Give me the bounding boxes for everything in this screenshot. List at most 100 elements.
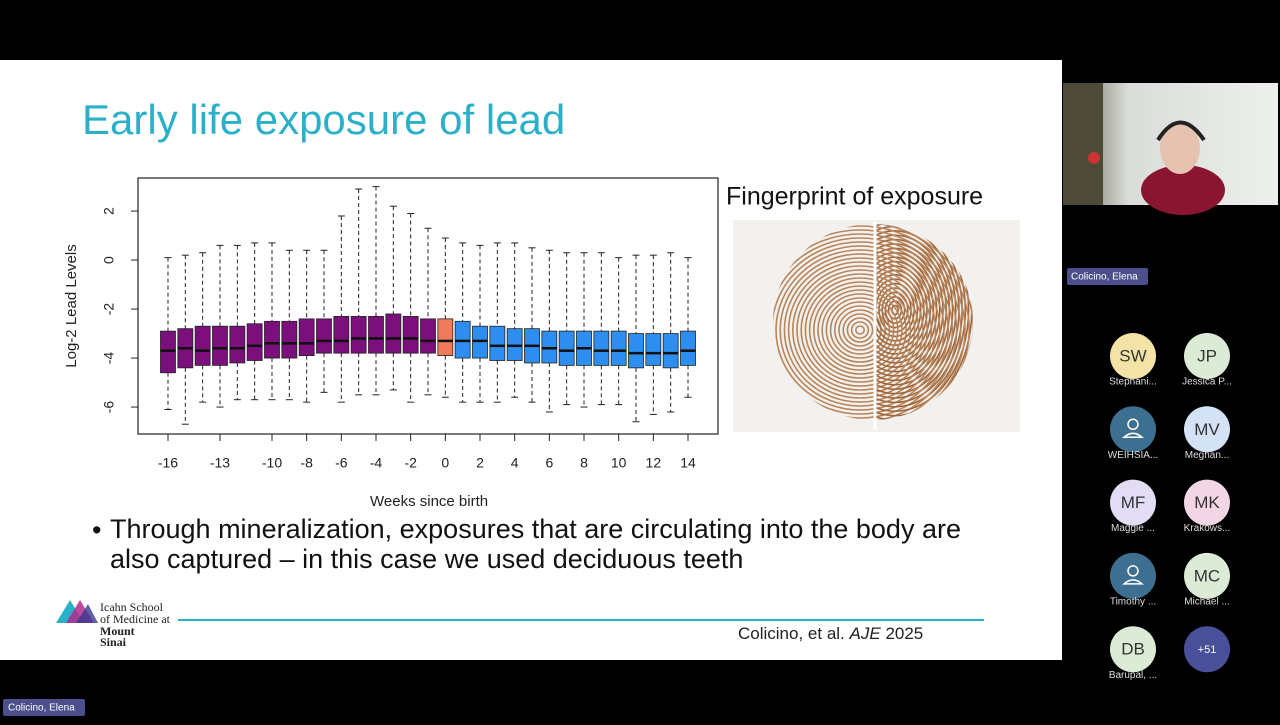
box bbox=[385, 313, 402, 354]
avatar[interactable] bbox=[1184, 406, 1230, 453]
x-tick-label: -10 bbox=[262, 455, 282, 471]
tree-ring bbox=[838, 309, 882, 351]
participant-name: WEIHSIA... bbox=[1108, 450, 1159, 461]
x-tick-label: -13 bbox=[210, 455, 230, 471]
x-tick-label: -8 bbox=[300, 455, 313, 471]
tree-ring bbox=[846, 317, 874, 343]
tree-ring bbox=[791, 265, 928, 395]
participant-name: Barupal, ... bbox=[1109, 670, 1157, 681]
box bbox=[194, 325, 211, 366]
y-tick-label: -2 bbox=[101, 303, 117, 316]
citation: Colicino, et al. AJE 2025 bbox=[738, 624, 923, 643]
x-tick-label: 14 bbox=[680, 455, 696, 471]
box bbox=[662, 333, 679, 369]
box bbox=[420, 318, 436, 354]
tree-ring bbox=[773, 245, 949, 415]
tree-ring bbox=[783, 257, 937, 403]
box bbox=[680, 330, 696, 366]
x-tick-label: -2 bbox=[404, 455, 417, 471]
box bbox=[628, 333, 644, 369]
logo-line: of Medicine at bbox=[100, 612, 171, 626]
avatar-initials: MC bbox=[1194, 566, 1220, 585]
box bbox=[402, 316, 419, 354]
y-axis-label: Log-2 Lead Levels bbox=[63, 244, 80, 367]
presenter-label-bg bbox=[3, 699, 85, 716]
logo-line: Icahn School bbox=[100, 600, 164, 614]
slide-title: Early life exposure of lead bbox=[82, 96, 565, 143]
x-tick-label: 12 bbox=[646, 455, 662, 471]
x-tick-label: 4 bbox=[511, 455, 519, 471]
tree-ring bbox=[833, 305, 886, 355]
box bbox=[558, 330, 575, 366]
y-tick-label: -4 bbox=[101, 352, 117, 365]
x-axis-label: Weeks since birth bbox=[370, 493, 488, 510]
box bbox=[298, 318, 315, 357]
avatar-icon-head bbox=[1127, 418, 1139, 431]
box bbox=[437, 318, 454, 357]
avatar[interactable] bbox=[1110, 626, 1156, 673]
tree-ring bbox=[800, 273, 920, 387]
bullet-box: Through mineralization, exposures that a… bbox=[110, 514, 961, 574]
citation-year: 2025 bbox=[885, 624, 923, 643]
avatar[interactable] bbox=[1184, 333, 1230, 379]
fingerprint bbox=[773, 224, 973, 420]
box bbox=[246, 323, 263, 361]
participant-name: Krakows... bbox=[1184, 523, 1231, 534]
avatar-icon-body bbox=[1122, 432, 1144, 439]
speaker-video bbox=[1063, 83, 1278, 215]
box bbox=[333, 316, 350, 354]
avatar[interactable] bbox=[1184, 479, 1230, 526]
tree-ring bbox=[821, 293, 899, 367]
avatar-initials: JP bbox=[1197, 346, 1217, 365]
tree-ring bbox=[787, 261, 933, 399]
tree-ring bbox=[773, 237, 958, 420]
tree-ring bbox=[808, 281, 912, 379]
participant-name: Stephani... bbox=[1109, 377, 1157, 388]
box bbox=[610, 330, 627, 366]
tree-ring bbox=[773, 233, 962, 420]
box bbox=[350, 316, 367, 354]
participant-name: Michael ... bbox=[1184, 597, 1230, 608]
participant-name: Maggie ... bbox=[1111, 523, 1155, 534]
tree-ring bbox=[775, 249, 945, 411]
x-tick-label: -4 bbox=[370, 455, 383, 471]
logo-line: Sinai bbox=[100, 635, 127, 649]
speaker-label: Colicino, Elena bbox=[1071, 272, 1138, 283]
x-tick-label: 2 bbox=[476, 455, 484, 471]
bullet-dot: • bbox=[92, 515, 101, 545]
x-tick-label: 0 bbox=[441, 455, 449, 471]
avatar[interactable] bbox=[1110, 333, 1156, 379]
plot-frame bbox=[137, 177, 719, 435]
y-tick-label: -6 bbox=[101, 401, 117, 414]
avatar-initials: MF bbox=[1121, 493, 1146, 512]
tree-ring bbox=[796, 269, 924, 391]
y-tick-label: 0 bbox=[101, 256, 117, 264]
avatar[interactable] bbox=[1184, 552, 1230, 599]
avatar-initials: MV bbox=[1194, 420, 1220, 439]
tree-ring bbox=[804, 277, 916, 383]
x-tick-label: 10 bbox=[611, 455, 627, 471]
avatar-icon-body bbox=[1122, 579, 1144, 585]
ridge bbox=[881, 291, 909, 329]
box bbox=[281, 320, 298, 359]
box bbox=[212, 325, 228, 366]
avatar-initials: DB bbox=[1121, 640, 1145, 659]
tree-ring bbox=[773, 229, 966, 420]
tree-ring bbox=[812, 285, 907, 375]
participant-name: Timothy ... bbox=[1110, 597, 1156, 608]
avatar-initials: +51 bbox=[1198, 644, 1217, 656]
speaker-label-bg bbox=[1067, 268, 1148, 285]
image-title: Fingerprint of exposure bbox=[726, 183, 983, 211]
tree-ring bbox=[850, 321, 870, 339]
citation-journal: AJE bbox=[849, 624, 882, 643]
presenter-label: Colicino, Elena bbox=[8, 703, 75, 714]
x-tick-label: -16 bbox=[158, 455, 178, 471]
avatar[interactable] bbox=[1110, 479, 1156, 526]
x-tick-label: 8 bbox=[580, 455, 588, 471]
tree-ring bbox=[825, 297, 895, 363]
avatar-initials: SW bbox=[1119, 346, 1146, 365]
avatar[interactable] bbox=[1184, 626, 1230, 673]
box bbox=[229, 325, 246, 364]
